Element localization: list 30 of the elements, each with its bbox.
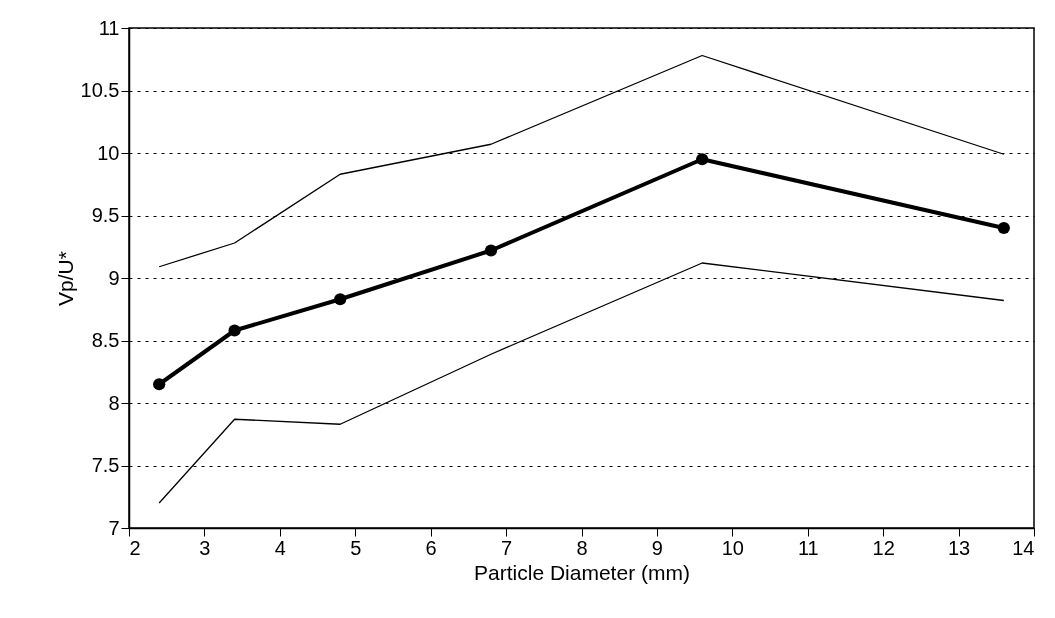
y-tick-label: 10	[97, 141, 120, 164]
point	[696, 153, 709, 166]
y-tick-label: 10.5	[80, 79, 120, 101]
x-axis-title: Particle Diameter (mm)	[474, 560, 690, 584]
x-tick-label: 6	[425, 536, 437, 559]
y-tick-label: 9.5	[91, 204, 120, 226]
x-tick-label: 5	[350, 536, 362, 559]
point	[153, 378, 166, 391]
x-tick-label: 4	[274, 536, 286, 559]
x-tick-label: 7	[501, 536, 513, 559]
x-tick-label: 12	[872, 536, 895, 559]
x-tick-label: 3	[199, 536, 211, 559]
point	[997, 221, 1010, 235]
x-tick-label: 10	[721, 536, 744, 559]
y-tick-label: 7.5	[91, 454, 120, 476]
point	[484, 244, 498, 257]
y-axis-title: Vp/U*	[53, 251, 77, 306]
y-tick-label: 8.5	[91, 329, 120, 351]
x-tick-label: 14	[1012, 536, 1035, 559]
x-tick-label: 13	[947, 536, 971, 559]
y-tick-label: 11	[98, 16, 120, 39]
x-tick-label: 9	[651, 536, 663, 559]
y-tick-label: 8	[108, 391, 120, 414]
y-tick-label: 9	[108, 266, 120, 289]
x-tick-label: 8	[576, 536, 588, 559]
x-tick-label: 2	[129, 536, 141, 559]
y-tick-label: 7	[108, 516, 120, 539]
x-tick-label: 11	[797, 536, 819, 559]
point	[228, 324, 241, 337]
point	[334, 293, 347, 306]
